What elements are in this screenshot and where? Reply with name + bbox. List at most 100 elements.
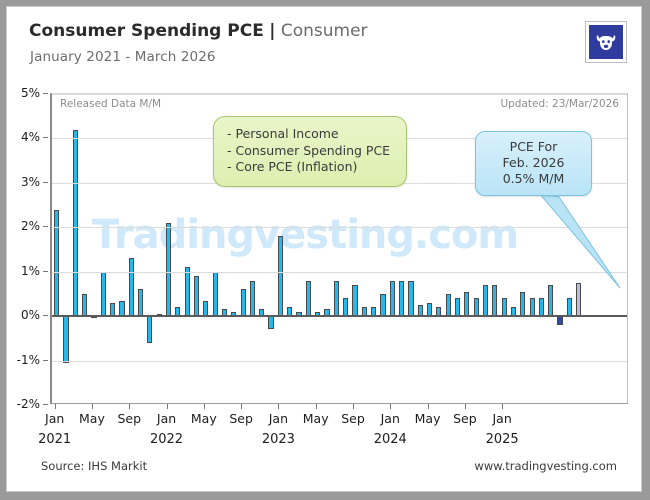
- bar: [389, 280, 395, 317]
- y-tick: [43, 93, 48, 94]
- bar: [128, 258, 134, 317]
- bar: [109, 302, 116, 317]
- x-tick-label: Sep: [341, 411, 365, 426]
- bar: [268, 316, 274, 330]
- y-tick: [43, 315, 48, 317]
- title-separator: |: [269, 21, 276, 41]
- zero-line: [52, 315, 627, 318]
- x-tick-label: Sep: [229, 411, 253, 426]
- bar: [249, 280, 256, 317]
- bar: [548, 285, 554, 317]
- bar: [147, 316, 153, 343]
- y-tick: [43, 181, 48, 183]
- callout-line-2: Feb. 2026: [502, 155, 565, 170]
- x-tick: [502, 404, 504, 409]
- chart-card: Consumer Spending PCE | Consumer January…: [6, 6, 642, 492]
- callout-line-1: PCE For: [509, 139, 558, 154]
- y-axis: 5% 4% 3% 2% 1% 0% -1% -2%: [7, 86, 48, 411]
- legend-item-2: - Core PCE (Inflation): [227, 159, 358, 174]
- x-tick: [427, 404, 429, 409]
- x-tick: [91, 404, 93, 409]
- bar: [100, 271, 106, 317]
- bar: [193, 276, 200, 317]
- bar: [398, 280, 405, 317]
- bar: [54, 209, 60, 317]
- legend-item-1: - Consumer Spending PCE: [227, 142, 391, 158]
- bar: [333, 280, 339, 317]
- y-tick-label: 3%: [20, 174, 40, 189]
- date-range-label: January 2021 - March 2026: [30, 49, 216, 65]
- x-tick-label: May: [190, 411, 217, 426]
- bar-series: [52, 94, 627, 403]
- x-tick: [278, 404, 280, 409]
- bar: [212, 271, 218, 317]
- gridline: [52, 360, 627, 362]
- website-label: www.tradingvesting.com: [474, 459, 617, 473]
- y-tick-label: 5%: [20, 86, 40, 100]
- bar: [566, 298, 572, 317]
- x-year-label: 2023: [261, 432, 295, 447]
- bar: [408, 280, 414, 317]
- y-tick-label: -1%: [16, 352, 40, 367]
- bar: [184, 267, 190, 317]
- gridline: [52, 271, 627, 273]
- y-tick: [43, 404, 48, 405]
- bar: [240, 289, 246, 317]
- bar: [119, 300, 125, 317]
- plot-area: Tradingvesting.com Released Data M/M Upd…: [50, 93, 628, 404]
- bar: [343, 298, 349, 317]
- bar: [482, 285, 489, 317]
- x-tick: [129, 404, 131, 409]
- chart-header: Consumer Spending PCE | Consumer January…: [7, 7, 641, 79]
- bar: [277, 236, 283, 317]
- bar: [380, 293, 386, 317]
- x-axis: Jan 2021 May Sep Jan 2022 May Sep Jan 2023 May Sep J…: [38, 404, 628, 464]
- bar: [464, 291, 470, 317]
- brand-logo: [585, 21, 627, 63]
- bar: [445, 293, 451, 317]
- x-tick: [352, 404, 354, 409]
- bar: [352, 285, 358, 317]
- y-tick: [43, 359, 48, 361]
- title-sub: Consumer: [280, 21, 368, 41]
- y-tick-label: 2%: [20, 219, 40, 234]
- x-tick: [464, 404, 466, 409]
- x-year-label: 2021: [38, 432, 72, 447]
- x-tick-label: May: [414, 411, 441, 426]
- bar: [165, 222, 172, 317]
- x-tick: [203, 404, 205, 409]
- updated-note: Updated: 23/Mar/2026: [500, 98, 619, 110]
- bar: [529, 298, 535, 317]
- y-tick: [43, 226, 48, 228]
- y-tick-label: -2%: [16, 397, 40, 411]
- page-title: Consumer Spending PCE | Consumer: [29, 21, 368, 41]
- y-tick-label: 0%: [20, 308, 40, 323]
- callout-line-3: 0.5% M/M: [502, 171, 565, 186]
- y-tick-label: 1%: [20, 263, 40, 278]
- x-tick-label: May: [302, 411, 329, 426]
- legend-box: - Personal Income - Consumer Spending PC…: [213, 116, 408, 187]
- x-tick-label: Jan: [45, 411, 65, 426]
- y-tick: [43, 137, 48, 139]
- x-tick: [390, 404, 392, 409]
- bar: [305, 280, 311, 317]
- bar: [576, 282, 582, 317]
- legend-item-0: - Personal Income: [227, 126, 339, 141]
- y-tick: [43, 270, 48, 272]
- bar: [538, 298, 545, 317]
- y-tick-label: 4%: [20, 130, 40, 145]
- gridline: [52, 227, 627, 229]
- bar: [426, 302, 433, 317]
- x-year-label: 2025: [485, 432, 519, 447]
- x-year-label: 2024: [373, 432, 407, 447]
- x-tick: [241, 404, 243, 409]
- x-tick: [166, 404, 168, 409]
- x-tick-label: Jan: [268, 411, 289, 426]
- bar: [137, 289, 144, 317]
- bull-head-icon: [589, 25, 623, 59]
- x-year-label: 2022: [149, 432, 184, 447]
- source-label: Source: IHS Markit: [41, 459, 148, 473]
- x-tick: [315, 404, 317, 409]
- bar: [501, 298, 507, 317]
- bar: [82, 293, 88, 317]
